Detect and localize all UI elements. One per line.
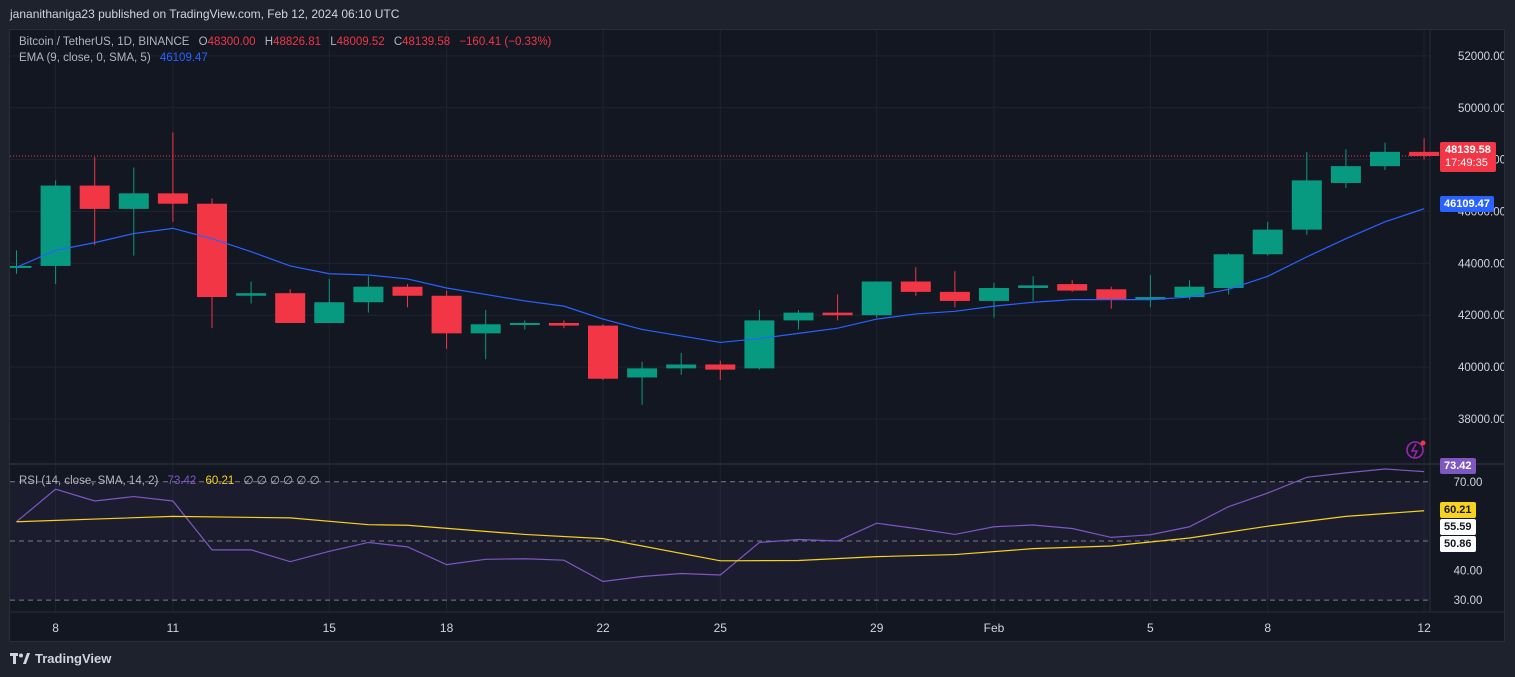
tradingview-logo-icon [10,653,30,664]
close-value: 48139.58 [402,36,451,48]
time-tick-label: 12 [1417,621,1431,635]
ema-value: 46109.47 [159,52,208,64]
candle-body-up [666,364,697,369]
rsi-tick-label: 40.00 [1454,566,1483,578]
price-tick-label: 42000.00 [1458,310,1504,322]
time-tick-label: 8 [1264,621,1271,635]
candle-body-down [157,193,188,204]
candle-body-up [1174,286,1205,298]
countdown-text: 17:49:35 [1445,157,1488,169]
candle-body-up [353,286,384,303]
time-tick-label: 8 [52,621,59,635]
change-value: −160.41 (−0.33%) [459,36,552,48]
rsi-label[interactable]: RSI (14, close, SMA, 14, 2) [19,475,159,487]
alert-dot-icon [1420,440,1426,446]
price-tick-label: 50000.00 [1458,103,1504,115]
tradingview-brand: TradingView [35,651,112,666]
rsi-line [16,468,1425,583]
candle-body-down [939,291,970,301]
candle-body-up [314,302,345,323]
candle-body-down [705,364,736,370]
candle-body-up [1370,151,1400,167]
time-tick-label: Feb [984,621,1005,635]
time-tick-label: 25 [714,621,728,635]
rsi-ma-value: 60.21 [205,475,235,487]
candle-body-up [1291,180,1322,230]
candle-body-up [1135,297,1166,300]
publish-info: jananithaniga23 published on TradingView… [10,7,400,21]
time-tick-label: 5 [1147,621,1154,635]
candle-body-down [548,322,579,326]
candle-body-down [431,295,462,334]
candle-body-down [392,286,423,296]
last-price-label: 48139.58 17:49:35 [1440,142,1496,172]
candle-body-down [197,203,227,298]
chart-svg[interactable]: 52000.0050000.0048000.0046000.0044000.00… [10,30,1504,641]
tradingview-logo[interactable]: TradingView [10,651,111,666]
symbol-legend: Bitcoin / TetherUS, 1D, BINANCE O48300.0… [19,36,551,48]
candle-body-down [275,293,306,323]
rsi-extra-values: ∅ ∅ ∅ ∅ ∅ ∅ [243,475,320,487]
rsi-price-label: 73.42 [1440,458,1476,474]
chart-panel[interactable]: 52000.0050000.0048000.0046000.0044000.00… [9,29,1505,642]
candle-body-up [1252,229,1283,255]
candle-body-up [744,320,775,369]
candle-body-down [822,312,853,316]
ema-label[interactable]: EMA (9, close, 0, SMA, 5) [19,52,151,64]
rsi-legend: RSI (14, close, SMA, 14, 2) 73.42 60.21 … [19,473,320,487]
candle-body-up [1018,285,1049,288]
candle-body-up [118,193,149,209]
ema-legend: EMA (9, close, 0, SMA, 5) 46109.47 [19,52,208,64]
low-label: L [330,36,337,48]
ema-line [16,208,1425,344]
high-value: 48826.81 [273,36,322,48]
candle-body-up [470,324,501,334]
lightning-bolt-icon [1410,443,1419,458]
candle-body-down [1057,284,1088,291]
candle-body-down [588,325,618,379]
open-label: O [198,36,208,48]
candle-body-up [979,287,1009,301]
candle-body-down [1096,289,1127,300]
candle-body-up [1330,166,1361,183]
price-tick-label: 44000.00 [1458,258,1504,270]
candle-body-up [40,185,71,266]
price-tick-label: 52000.00 [1458,51,1504,63]
rsi-value: 73.42 [167,475,197,487]
rsi-mid-label: 55.59 [1440,519,1476,535]
candle-body-up [627,368,658,378]
rsi-tick-label: 30.00 [1454,595,1483,607]
candle-body-up [861,281,892,316]
rsi-tick-label: 70.00 [1454,477,1483,489]
time-tick-label: 11 [167,621,180,635]
rsi-ma-line [16,510,1425,562]
lightning-alert-icon [1406,441,1424,459]
ema-price-label: 46109.47 [1440,196,1494,212]
price-tick-label: 40000.00 [1458,362,1504,374]
open-value: 48300.00 [207,36,256,48]
candle-body-up [783,312,814,321]
high-label: H [264,36,274,48]
rsi-low-label: 50.86 [1440,536,1476,552]
candle-body-up [10,265,32,268]
low-value: 48009.52 [336,36,385,48]
time-tick-label: 22 [596,621,610,635]
price-tick-label: 38000.00 [1458,414,1504,426]
close-label: C [393,36,403,48]
last-price-text: 48139.58 [1445,144,1491,156]
candle-body-down [79,185,110,209]
candle-body-down [1409,151,1440,157]
candle-body-down [900,281,931,292]
time-tick-label: 15 [323,621,337,635]
time-tick-label: 29 [870,621,884,635]
candle-body-up [509,322,540,325]
candle-body-up [236,293,267,296]
rsi-ma-price-label: 60.21 [1440,502,1476,518]
time-tick-label: 18 [440,621,454,635]
candle-body-up [1213,254,1244,288]
symbol-name[interactable]: Bitcoin / TetherUS, 1D, BINANCE [19,36,190,48]
